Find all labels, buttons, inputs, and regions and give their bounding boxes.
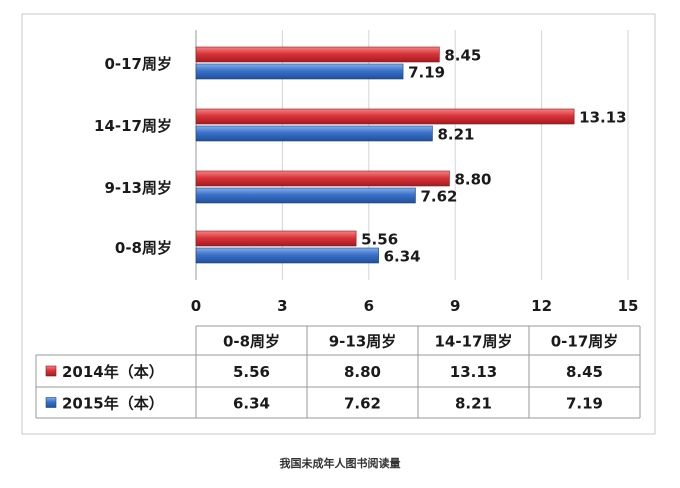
bar-2015-1 — [195, 125, 433, 142]
legend-swatch-2014 — [45, 365, 57, 377]
data-label: 8.21 — [437, 126, 474, 144]
x-tick-label: 0 — [191, 297, 201, 315]
x-tick-label: 9 — [450, 297, 460, 315]
x-tick-labels: 0 3 6 9 12 15 — [191, 297, 639, 315]
data-label: 7.19 — [408, 64, 445, 82]
data-label: 13.13 — [579, 109, 626, 127]
legend-swatch-2015 — [45, 397, 57, 408]
x-tick-label: 12 — [531, 297, 552, 315]
data-label: 8.80 — [454, 171, 491, 189]
data-label: 5.56 — [361, 231, 398, 249]
bar-2014-0 — [195, 46, 440, 63]
x-tick-label: 3 — [277, 297, 287, 315]
category-labels: 0-17周岁 14-17周岁 9-13周岁 0-8周岁 — [94, 55, 172, 257]
x-tick-label: 6 — [364, 297, 374, 315]
bar-2015-3 — [195, 247, 379, 264]
bar-2014-1 — [195, 108, 575, 125]
x-tick-label: 15 — [618, 297, 639, 315]
data-label: 8.45 — [444, 47, 481, 65]
table-cell: 6.34 — [233, 395, 270, 413]
table-cell: 7.62 — [344, 395, 381, 413]
table-header-cell: 14-17周岁 — [435, 333, 513, 351]
table-header-cell: 0-17周岁 — [551, 333, 619, 351]
chart-frame — [21, 13, 656, 435]
table-cell: 13.13 — [450, 363, 497, 381]
category-label: 0-17周岁 — [104, 55, 172, 73]
table-cell: 8.80 — [344, 363, 381, 381]
bar-2015-0 — [195, 63, 404, 80]
table-cell: 8.21 — [455, 395, 492, 413]
table-header-cell: 9-13周岁 — [329, 333, 397, 351]
caption: 我国未成年人图书阅读量 — [280, 456, 401, 470]
table-header-cell: 0-8周岁 — [223, 333, 280, 351]
data-table: 0-8周岁 9-13周岁 14-17周岁 0-17周岁 2014年（本） 5.56 8.80… — [35, 325, 641, 419]
table-cell: 5.56 — [233, 363, 270, 381]
legend-label: 2015年（本） — [62, 395, 164, 413]
table-cell: 7.19 — [566, 395, 603, 413]
bar-2014-3 — [195, 230, 357, 247]
category-label: 14-17周岁 — [94, 117, 172, 135]
table-cell: 8.45 — [566, 363, 603, 381]
category-label: 0-8周岁 — [115, 239, 172, 257]
data-label: 6.34 — [384, 248, 421, 266]
bar-2015-2 — [195, 187, 416, 204]
data-label: 7.62 — [420, 188, 457, 206]
legend-label: 2014年（本） — [62, 363, 164, 381]
bar-2014-2 — [195, 170, 450, 187]
category-label: 9-13周岁 — [104, 179, 172, 197]
bars: 8.457.19 13.13 8.21 8.807.62 5.566.34 — [195, 46, 627, 266]
